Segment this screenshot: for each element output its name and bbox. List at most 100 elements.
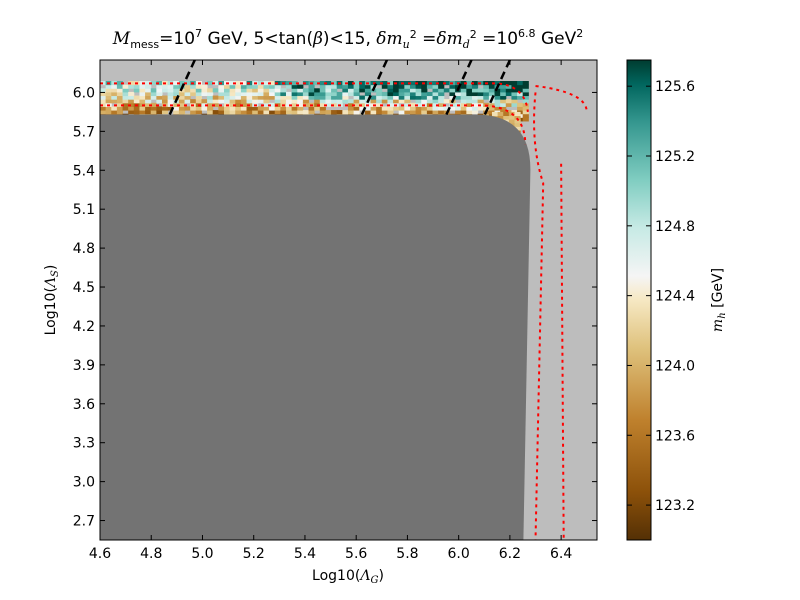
band-cell (173, 84, 180, 89)
band-cell (426, 106, 434, 111)
band-cell (488, 81, 496, 86)
band-cell (280, 106, 287, 111)
band-cell (409, 91, 417, 97)
band-cell (438, 84, 445, 89)
band-cell (240, 81, 248, 86)
band-cell (223, 110, 231, 115)
band-cell (438, 102, 445, 107)
band-cell (347, 99, 355, 104)
band-cell (173, 110, 180, 115)
band-cell (376, 95, 383, 100)
chart-title: Mmess=107 GeV, 5<tan(β)<15, δmu2 =δmd2 =… (112, 27, 583, 51)
band-cell (376, 106, 383, 111)
band-cell (393, 106, 400, 111)
band-cell (376, 102, 383, 107)
band-cell (156, 95, 163, 100)
band-cell (488, 88, 496, 93)
band-cell (116, 106, 124, 111)
x-tick-label: 4.8 (140, 546, 162, 562)
band-cell (308, 95, 315, 100)
band-cell (522, 84, 529, 89)
band-cell (178, 81, 186, 86)
band-cell (269, 84, 276, 89)
band-cell (285, 99, 293, 104)
band-cell (522, 88, 529, 93)
band-cell (353, 110, 360, 115)
band-cell (494, 106, 501, 111)
band-cell (269, 81, 276, 86)
band-cell (466, 102, 473, 107)
band-cell (240, 88, 248, 93)
plot-area (100, 60, 597, 540)
band-cell (257, 106, 264, 111)
band-cell (100, 106, 107, 111)
band-cell (178, 110, 186, 115)
band-cell (460, 110, 467, 115)
band-cell (308, 91, 315, 97)
band-cell (398, 84, 405, 89)
band-cell (314, 91, 321, 97)
band-cell (376, 91, 383, 97)
band-cell (139, 95, 146, 100)
band-cell (505, 81, 512, 86)
band-cell (218, 91, 225, 97)
band-cell (421, 110, 428, 115)
band-cell (514, 111, 521, 117)
band-cell (207, 99, 214, 104)
band-cell (331, 88, 338, 93)
band-cell (415, 81, 422, 86)
band-cell (347, 91, 355, 97)
band-cell (393, 84, 400, 89)
band-cell (387, 102, 394, 107)
band-cell (514, 126, 521, 131)
band-cell (223, 99, 231, 104)
band-cell (404, 95, 411, 100)
band-cell (347, 110, 355, 115)
band-cell (128, 102, 135, 107)
band-cell (319, 84, 326, 89)
band-cell (139, 88, 146, 93)
band-cell (173, 91, 180, 97)
band-cell (212, 81, 219, 86)
band-cell (145, 95, 152, 100)
band-cell (438, 81, 445, 86)
band-cell (167, 99, 174, 104)
band-cell (246, 91, 253, 97)
band-cell (393, 95, 400, 100)
band-cell (229, 84, 236, 89)
band-cell (190, 88, 197, 93)
band-cell (503, 111, 510, 117)
band-cell (404, 102, 411, 107)
band-cell (342, 88, 349, 93)
band-cell (291, 88, 298, 93)
band-cell (100, 110, 107, 115)
band-cell (319, 91, 326, 97)
band-cell (139, 91, 146, 97)
band-cell (443, 88, 450, 93)
band-cell (235, 95, 242, 100)
band-cell (347, 84, 355, 89)
band-cell (503, 115, 510, 120)
band-cell (494, 99, 501, 104)
band-cell (263, 84, 270, 89)
band-cell (483, 88, 490, 93)
band-cell (218, 110, 225, 115)
band-cell (122, 99, 129, 104)
band-cell (398, 99, 405, 104)
band-cell (319, 110, 326, 115)
band-cell (246, 84, 253, 89)
band-cell (353, 84, 360, 89)
band-cell (494, 81, 501, 86)
band-cell (274, 95, 281, 100)
band-cell (128, 84, 135, 89)
band-cell (240, 102, 248, 107)
band-cell (257, 88, 264, 93)
y-tick-label: 4.5 (73, 280, 95, 296)
band-cell (229, 81, 236, 86)
band-cell (466, 95, 473, 100)
band-cell (116, 110, 124, 115)
band-cell (105, 84, 112, 89)
band-cell (409, 110, 417, 115)
band-cell (460, 88, 467, 93)
band-cell (145, 88, 152, 93)
